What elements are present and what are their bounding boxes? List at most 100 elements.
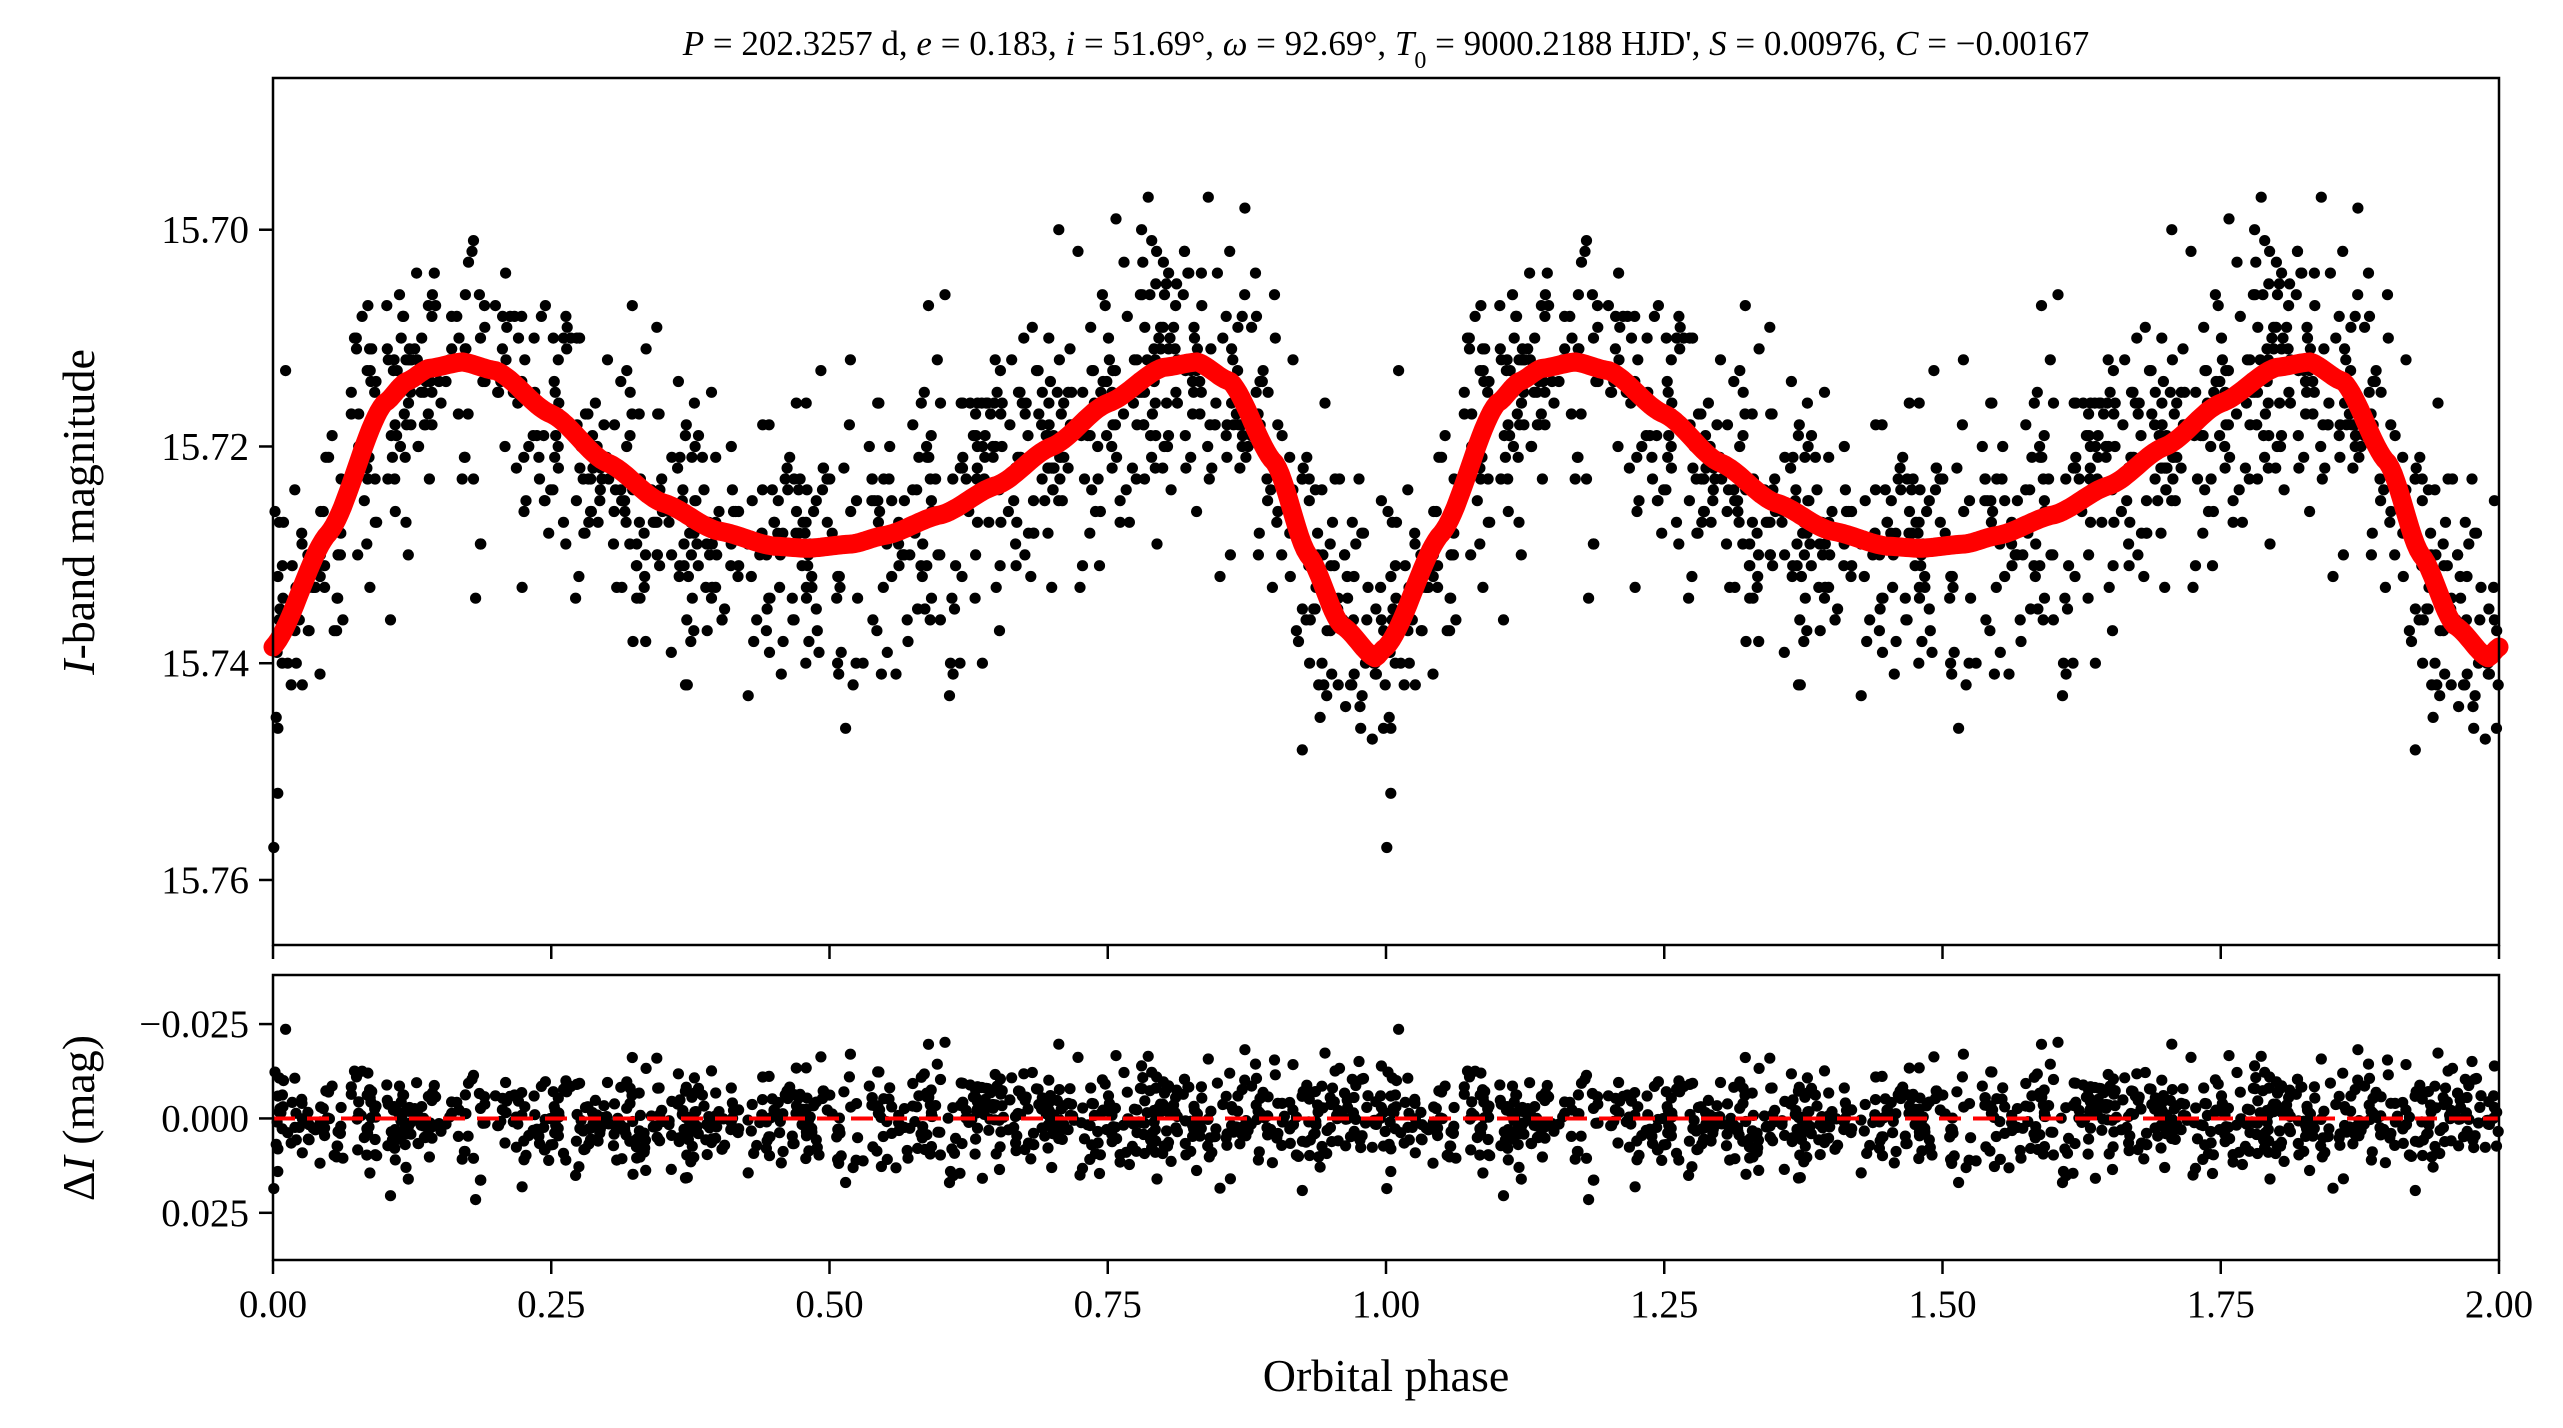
observation-point [277, 592, 289, 604]
observation-point [1266, 581, 1278, 594]
residual-point [467, 1152, 480, 1164]
residual-point [2434, 1124, 2446, 1137]
title-i-value: = 51.69°, [1075, 24, 1223, 63]
observation-point [1303, 473, 1315, 485]
residual-point [272, 1090, 284, 1102]
residual-point [1502, 1154, 1514, 1166]
observation-point [1346, 679, 1358, 691]
observation-point [2047, 397, 2060, 409]
residual-point [1888, 1157, 1900, 1169]
observation-point [2347, 462, 2359, 474]
residual-point [2014, 1144, 2026, 1157]
observation-point [1985, 495, 1997, 507]
residual-point [838, 1086, 850, 1098]
residual-point [1004, 1094, 1016, 1106]
observation-point [2259, 235, 2271, 247]
observation-point [2334, 419, 2346, 431]
residual-point [1569, 1153, 1581, 1165]
observation-point [2123, 560, 2135, 572]
observation-point [866, 473, 878, 485]
residual-point [1753, 1062, 1765, 1074]
observation-point [2029, 570, 2041, 583]
residual-point [2123, 1145, 2135, 1157]
residual-point [1202, 1053, 1214, 1065]
title-t-value: = 9000.2188 HJD', [1426, 24, 1709, 63]
observation-point [2043, 473, 2055, 485]
residual-point [672, 1068, 685, 1080]
residual-point [633, 1125, 646, 1137]
observation-point [2470, 527, 2483, 539]
observation-point [2282, 343, 2294, 355]
observation-point [2299, 375, 2312, 388]
observation-point [405, 419, 417, 431]
observation-point [1724, 581, 1736, 594]
observation-point [1483, 375, 1495, 388]
observation-point [2283, 386, 2295, 398]
observation-point [1375, 495, 1387, 507]
title-t-symbol: T [1395, 24, 1417, 63]
observation-point [1870, 419, 1882, 431]
observation-point [970, 549, 982, 561]
residual-point [1903, 1107, 1915, 1119]
observation-point [579, 527, 591, 539]
observation-point [1665, 440, 1677, 453]
observation-point [1236, 430, 1249, 442]
observation-point [1787, 560, 1799, 572]
residual-point [382, 1098, 394, 1110]
observation-point [2384, 516, 2396, 528]
observation-point [1591, 300, 1604, 312]
residual-point [2352, 1044, 2364, 1056]
residual-point [2365, 1154, 2377, 1166]
observation-point [2414, 451, 2426, 463]
residual-point [1010, 1145, 1022, 1157]
residual-point [1515, 1173, 1527, 1185]
residual-point [1994, 1153, 2006, 1165]
residual-point [2397, 1123, 2409, 1135]
residual-point [1510, 1089, 1522, 1101]
residual-point [2432, 1047, 2444, 1059]
residual-point [2131, 1068, 2143, 1080]
observation-point [1188, 321, 1200, 333]
observation-point [2210, 375, 2222, 388]
observation-point [815, 365, 827, 377]
observation-point [594, 484, 606, 496]
residual-point [1716, 1118, 1728, 1130]
residual-point [1253, 1146, 1265, 1158]
observation-point [2084, 473, 2096, 485]
residual-point [579, 1101, 592, 1114]
observation-point [1188, 332, 1201, 344]
residual-point [397, 1089, 409, 1101]
residual-point [328, 1149, 340, 1161]
residual-point [1798, 1156, 1810, 1168]
residual-point [919, 1143, 931, 1156]
residual-point [1623, 1141, 1635, 1153]
observation-point [890, 668, 902, 680]
residual-point [1242, 1124, 1254, 1136]
observation-point [2330, 332, 2342, 344]
residual-point [1778, 1163, 1790, 1175]
residual-point [1956, 1071, 1968, 1083]
residual-point [2384, 1132, 2396, 1144]
observation-point [1246, 321, 1258, 333]
residual-point [1497, 1190, 1510, 1202]
residual-point [1089, 1148, 1102, 1160]
residual-point [1191, 1164, 1203, 1177]
observation-point [834, 581, 846, 594]
observation-point [539, 300, 552, 312]
observation-point [2244, 354, 2256, 366]
observation-point [496, 343, 508, 355]
residual-point [2104, 1080, 2116, 1092]
observation-point [1262, 386, 1274, 398]
residual-point [1205, 1105, 1217, 1117]
observation-point [453, 332, 465, 344]
observation-point [1499, 451, 1511, 463]
observation-point [1130, 473, 1142, 485]
observation-point [548, 375, 560, 388]
residual-point [1226, 1101, 1238, 1113]
observation-point [1096, 289, 1108, 301]
residual-point [970, 1133, 982, 1145]
observation-point [810, 495, 822, 507]
observation-point [2374, 473, 2386, 485]
residual-point [845, 1101, 857, 1113]
observation-point [2109, 440, 2121, 453]
